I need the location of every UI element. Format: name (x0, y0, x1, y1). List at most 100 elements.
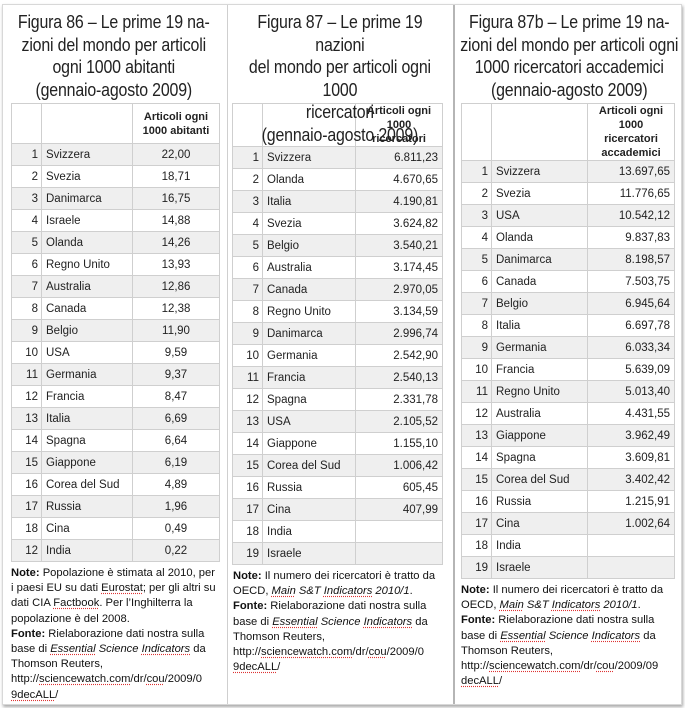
table-row: 7 Australia 12,86 (11, 275, 220, 298)
value-cell: 11.776,65 (587, 182, 675, 205)
table-row: 17 Russia 1,96 (11, 495, 220, 518)
value-cell: 4.190,81 (355, 190, 443, 213)
rank-cell: 7 (232, 278, 263, 301)
value-cell: 6.945,64 (587, 292, 675, 315)
country-cell: Cina (41, 517, 133, 540)
value-cell: 1.155,10 (355, 432, 443, 455)
rank-cell: 12 (232, 388, 263, 411)
country-cell: Australia (262, 256, 356, 279)
rank-cell: 5 (461, 248, 492, 271)
value-cell: 4,89 (132, 473, 220, 496)
note-text: da Thomson Reuters, http:// (11, 643, 206, 686)
rank-cell: 2 (232, 168, 263, 191)
value-cell: 6,19 (132, 451, 220, 474)
country-cell: Giappone (262, 432, 356, 455)
value-cell: 9,59 (132, 341, 220, 364)
value-cell: 6,64 (132, 429, 220, 452)
country-cell: Giappone (491, 424, 588, 447)
note-text: Rielaborazione dati nostra sulla base di (233, 600, 427, 628)
country-cell: Canada (262, 278, 356, 301)
country-cell: Italia (41, 407, 133, 430)
rank-cell: 3 (461, 204, 492, 227)
rank-cell: 19 (461, 556, 492, 579)
value-cell: 12,38 (132, 297, 220, 320)
rank-cell: 15 (461, 468, 492, 491)
rank-cell: 16 (11, 473, 42, 496)
note-text: Essential (500, 629, 546, 642)
ranking-table: Articoli ogni 1000 abitanti 1 Svizzera 22,0… (11, 103, 220, 562)
rank-cell: 1 (461, 160, 492, 183)
note-label: Note: (11, 567, 40, 579)
note-label: Fonte: (233, 600, 268, 613)
note-text: decALL (461, 675, 499, 688)
figure-title: Figura 87b – Le prime 19 na-zioni del mo… (459, 11, 680, 103)
note-text: Science (317, 615, 364, 628)
note-text: Rielaborazione dati nostra sulla base di (461, 614, 655, 642)
table-row: 6 Australia 3.174,45 (232, 256, 443, 279)
note-text: Essential (272, 615, 318, 628)
figure-title-line: ricercatori (306, 101, 374, 122)
country-cell: Francia (262, 366, 356, 389)
country-cell: Spagna (41, 429, 133, 452)
table-row: 2 Olanda 4.670,65 (232, 168, 443, 191)
table-row: 12 India 0,22 (11, 539, 220, 562)
header-country-cell (491, 103, 588, 161)
value-cell: 2.105,52 (355, 410, 443, 433)
rank-cell: 11 (461, 380, 492, 403)
table-row: 18 Cina 0,49 (11, 517, 220, 540)
figure-87b-panel: Figura 87b – Le prime 19 na-zioni del mo… (453, 5, 683, 704)
country-cell: Canada (491, 270, 588, 293)
figure-note: Note: Il numero dei ricercatori è tratto… (233, 569, 446, 675)
country-cell: Germania (262, 344, 356, 367)
note-text: cou (596, 660, 615, 673)
figure-title-line: (gennaio-agosto 2009) (490, 78, 648, 100)
value-cell: 2.996,74 (355, 322, 443, 345)
figure-title-line: zioni del mondo per articoli ogni (459, 33, 679, 55)
country-cell: Francia (491, 358, 588, 381)
country-cell: Israele (491, 556, 588, 579)
note-text: / (55, 688, 59, 701)
value-cell: 4.431,55 (587, 402, 675, 425)
table-row: 10 USA 9,59 (11, 341, 220, 364)
country-cell: Israele (41, 209, 133, 232)
country-cell: Corea del Sud (491, 468, 588, 491)
country-cell: Australia (491, 402, 588, 425)
table-row: 14 Spagna 6,64 (11, 429, 220, 452)
table-row: 15 Corea del Sud 3.402,42 (461, 468, 675, 491)
table-row: 19 Israele (232, 542, 443, 565)
table-row: 9 Belgio 11,90 (11, 319, 220, 342)
table-row: 1 Svizzera 6.811,23 (232, 146, 443, 169)
value-cell: 2.331,78 (355, 388, 443, 411)
table-row: 11 Germania 9,37 (11, 363, 220, 386)
note-text: Eurostat (101, 582, 143, 595)
value-cell: 6.697,78 (587, 314, 675, 337)
value-cell: 5.639,09 (587, 358, 675, 381)
value-cell (355, 520, 443, 543)
figure-title-line: zioni del mondo per articoli (21, 33, 207, 55)
figure-title-line: (gennaio-agosto 2009) (261, 123, 419, 145)
note-text: Popolazione è stimata al 2010, per i pae… (11, 567, 215, 595)
country-cell: Belgio (491, 292, 588, 315)
rank-cell: 14 (461, 446, 492, 469)
rank-cell: 6 (461, 270, 492, 293)
note-text: sciencewatch.com (489, 660, 581, 673)
table-row: 11 Regno Unito 5.013,40 (461, 380, 675, 403)
rank-cell: 12 (11, 539, 42, 562)
note-text: 2010/1 (372, 585, 410, 598)
table-row: 10 Germania 2.542,90 (232, 344, 443, 367)
note-text: Indicators (591, 629, 641, 642)
value-cell: 605,45 (355, 476, 443, 499)
value-cell: 1.006,42 (355, 454, 443, 477)
figure-87-panel: Figura 87 – Le prime 19 nazioni del mondo… (227, 5, 452, 704)
country-cell: Francia (41, 385, 133, 408)
value-cell: 11,90 (132, 319, 220, 342)
rank-cell: 18 (232, 520, 263, 543)
table-row: 8 Regno Unito 3.134,59 (232, 300, 443, 323)
rank-cell: 8 (232, 300, 263, 323)
rank-cell: 6 (11, 253, 42, 276)
note-text: Indicators (551, 599, 601, 612)
rank-cell: 6 (232, 256, 263, 279)
figure-title-line: Figura 87b – Le prime 19 na- (468, 11, 670, 32)
country-cell: Germania (491, 336, 588, 359)
rank-cell: 5 (232, 234, 263, 257)
